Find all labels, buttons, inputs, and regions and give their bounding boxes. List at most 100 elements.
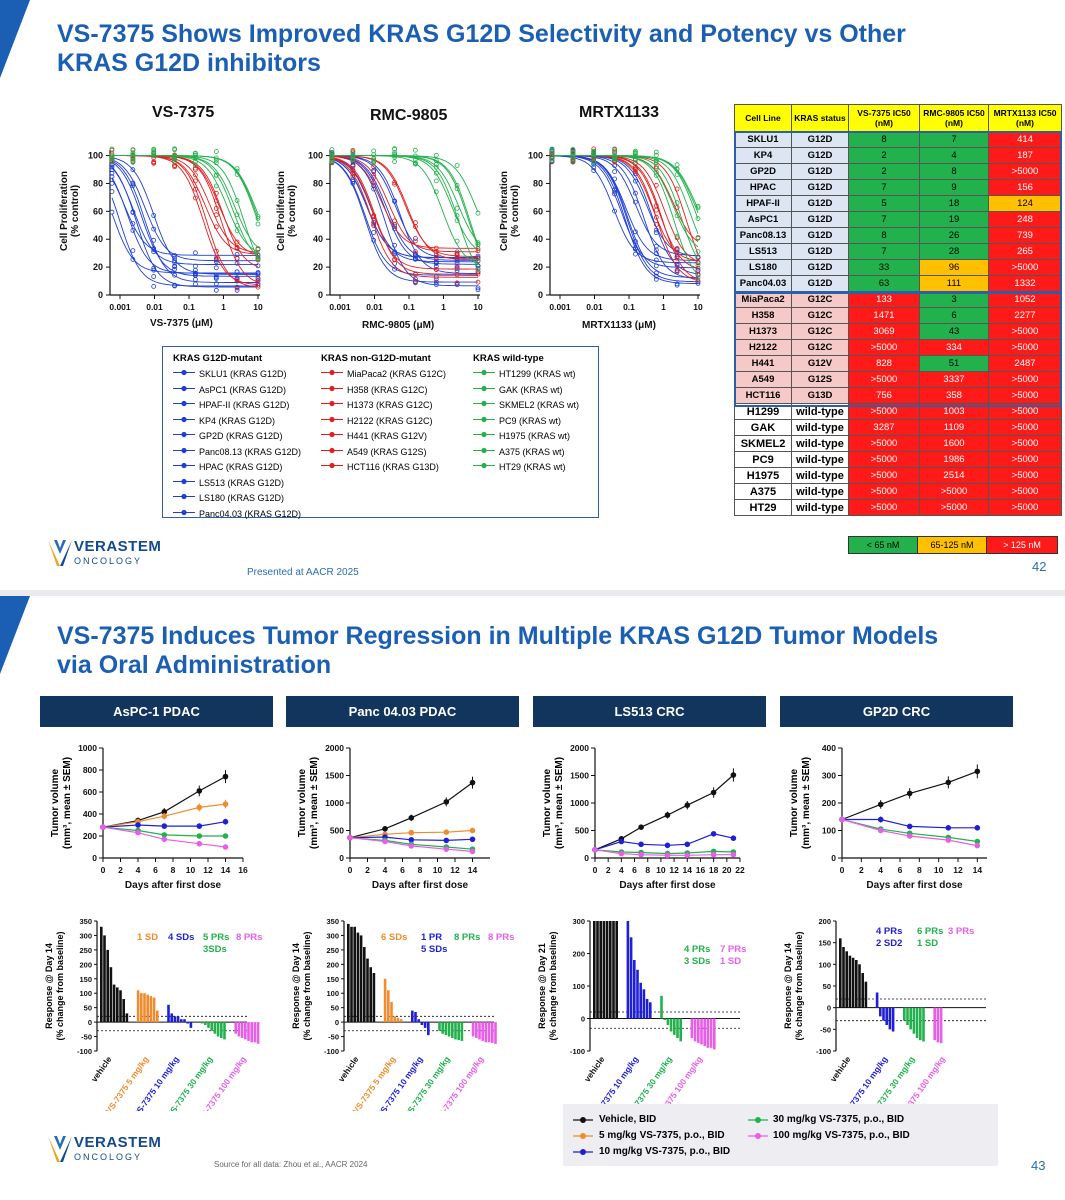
ic50-value: 8 (848, 131, 920, 148)
x-tick-label: 0.1 (403, 302, 415, 312)
table-row: HPAC G12D 7 9 156 (734, 179, 1062, 196)
waterfall-bar (200, 1022, 204, 1024)
x-tick-label: 10 (186, 865, 196, 875)
dose-point (109, 180, 115, 186)
growth-chart: 0 100 200 300 400 0 2 4 6 8 10 12 14 Days after first… (789, 743, 987, 891)
ic50-value: 2277 (988, 307, 1062, 324)
data-point (877, 801, 884, 808)
dose-point (172, 159, 178, 165)
logo-text: VERASTEM (74, 1134, 162, 1151)
kras-status: G12D (791, 275, 849, 292)
dose-point (172, 258, 178, 263)
kras-status: G12C (791, 323, 849, 340)
x-tick-label: 14 (683, 865, 693, 875)
waterfall-bar (858, 964, 861, 1008)
legend-non-g12d: KRAS non-G12D-mutant MiaPaca2 (KRAS G12C… (321, 353, 446, 476)
waterfall-bar (933, 1007, 936, 1041)
footer-source: Source for all data: Zhou et al., AACR 2… (214, 1160, 368, 1169)
x-tick-label: 8 (418, 865, 423, 875)
legend-marker-icon (321, 367, 347, 383)
legend-5mg: 5 mg/kg VS-7375, p.o., BID (599, 1130, 725, 1141)
waterfall-bar (253, 1022, 257, 1043)
legend-label: KP4 (KRAS G12D) (199, 415, 276, 426)
y-tick-label: 0 (584, 853, 589, 863)
waterfall-bar (855, 960, 858, 1008)
y-axis-label: Response @ Day 14(% change from baseline… (783, 931, 804, 1040)
waterfall-bar (709, 1018, 713, 1048)
ic50-value: >5000 (988, 387, 1062, 404)
dose-panel: 0 20 40 60 80 100 0.001 0.01 0.1 1 10 (308, 146, 483, 312)
dose-point (234, 239, 240, 245)
response-annotation: 1 SD (917, 938, 939, 949)
ic50-value: >5000 (919, 483, 989, 500)
legend-marker-icon (473, 445, 499, 461)
dose-point (255, 276, 261, 282)
waterfall-bar (247, 1022, 250, 1041)
ic50-value: 2514 (919, 467, 989, 484)
dose-point (475, 271, 481, 277)
dose-point (213, 224, 219, 230)
dose-curve (332, 155, 478, 261)
ic50-value: 63 (848, 275, 920, 292)
dose-point (371, 172, 377, 178)
waterfall-bar (414, 1012, 417, 1023)
y-tick-label: -50 (81, 1033, 92, 1042)
legend-marker-icon (755, 1133, 761, 1139)
table-row: SKMEL2 wild-type >5000 1600 >5000 (734, 435, 1062, 452)
table-row: H1299 wild-type >5000 1003 >5000 (734, 403, 1062, 420)
waterfall-bar (842, 947, 845, 1008)
dose-point (371, 183, 377, 189)
legend-item: HT29 (KRAS wt) (473, 460, 579, 476)
dose-point (475, 263, 481, 269)
legend-marker-icon (755, 1117, 761, 1123)
ic50-value: >5000 (848, 499, 920, 516)
series-line (102, 776, 226, 828)
x-tick-label: 4 (878, 865, 883, 875)
x-tick-label: 1 (221, 302, 226, 312)
kras-status: wild-type (791, 435, 849, 452)
table-row: MiaPaca2 G12C 133 3 1052 (734, 291, 1062, 308)
dose-point (433, 178, 439, 184)
dose-point (130, 256, 136, 262)
data-point (710, 851, 717, 858)
dose-point (695, 249, 701, 254)
waterfall-bar (119, 990, 122, 1023)
waterfall-bar (593, 921, 596, 1019)
dose-point (192, 250, 198, 256)
x-tick-label: 10 (433, 865, 443, 875)
model-header-gp2d: GP2D CRC (780, 696, 1013, 727)
waterfall-bar (848, 955, 852, 1008)
ic50-value: 1052 (988, 291, 1062, 308)
group-label: vehicle (828, 1054, 853, 1084)
ic50-value: 1986 (919, 451, 989, 468)
legend-label: HPAC (KRAS G12D) (199, 462, 283, 472)
waterfall-bar (372, 973, 376, 1023)
dose-point (234, 260, 240, 266)
ic50-value: >5000 (988, 323, 1062, 340)
waterfall-bar (839, 938, 842, 1008)
series-line (349, 782, 473, 839)
y-tick-label: -100 (570, 1047, 585, 1056)
cell-line: HT29 (734, 499, 792, 516)
waterfall-bar (888, 1007, 892, 1030)
dose-point (172, 272, 178, 278)
waterfall-bar (143, 993, 146, 1023)
waterfall-bar (156, 1010, 159, 1023)
dose-point (151, 226, 157, 232)
y-tick-label: 250 (79, 946, 92, 955)
legend-wt: KRAS wild-type HT1299 (KRAS wt) GAK (KRAS… (473, 353, 579, 476)
title-line-2: via Oral Administration (57, 651, 332, 679)
y-axis-label-line: (mm³, mean ± SEM) (62, 757, 73, 849)
waterfall-bar (106, 949, 109, 1023)
ic50-value: 8 (848, 227, 920, 244)
waterfall-bar (180, 1019, 183, 1023)
dose-point (695, 262, 701, 268)
waterfall-bar (903, 1007, 906, 1021)
waterfall-bar (207, 1022, 210, 1028)
dose-point (151, 246, 157, 251)
table-row: H1975 wild-type >5000 2514 >5000 (734, 467, 1062, 484)
legend-g12d: KRAS G12D-mutant SKLU1 (KRAS G12D) AsPC1 … (173, 353, 301, 522)
data-point (135, 829, 141, 836)
dose-point (695, 277, 701, 283)
dose-point (213, 190, 219, 196)
